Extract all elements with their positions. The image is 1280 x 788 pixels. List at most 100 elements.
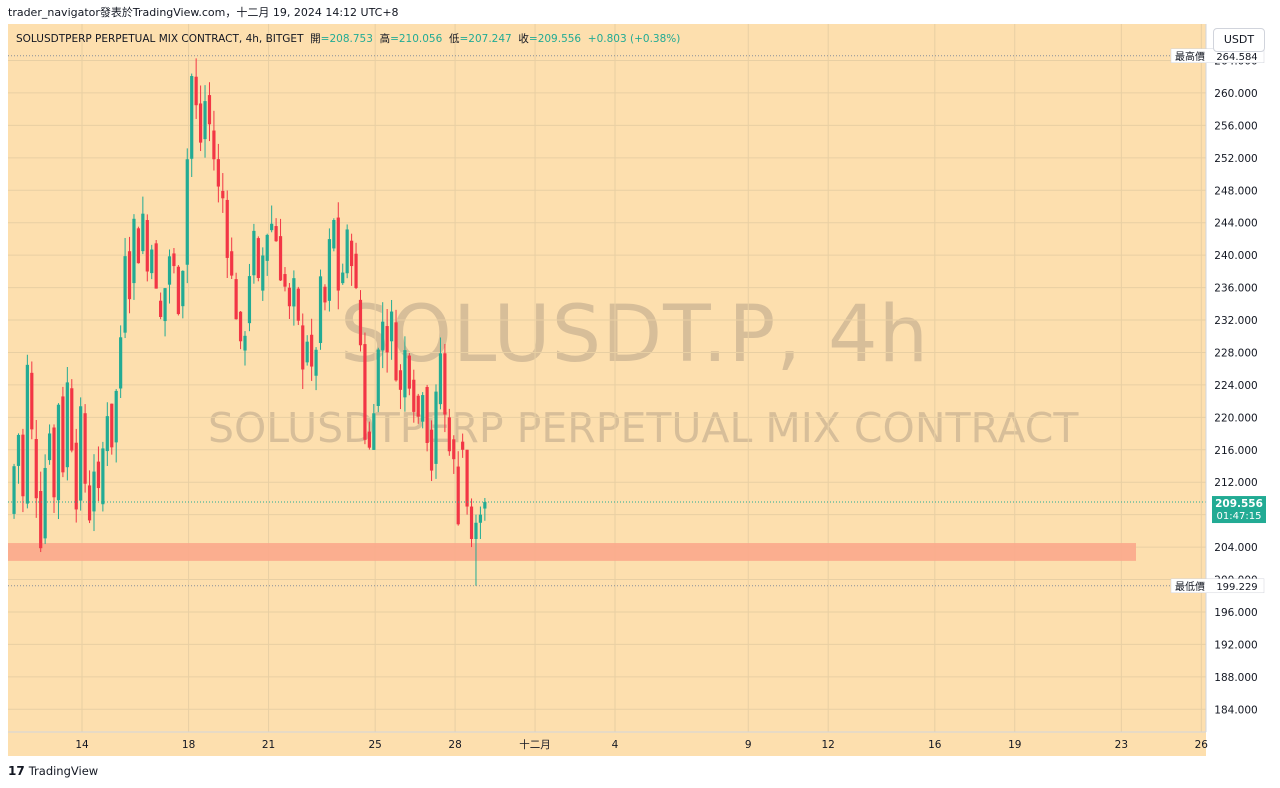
legend-high: =210.056 <box>390 33 443 45</box>
candle-body <box>141 213 145 252</box>
candle-body <box>327 239 332 301</box>
watermark-description: SOLUSDTPERP PERPETUAL MIX CONTRACT <box>208 404 1079 452</box>
candle-body <box>167 256 172 285</box>
candle-body <box>145 220 149 272</box>
candle-body <box>469 506 474 539</box>
candle-body <box>110 403 114 448</box>
x-tick-label: 21 <box>262 739 275 751</box>
candle-body <box>478 514 483 523</box>
candle-body <box>323 286 327 303</box>
y-tick-label: 188.000 <box>1214 672 1257 684</box>
footer-brand: 17 TradingView <box>8 764 98 778</box>
y-tick-label: 240.000 <box>1214 250 1257 262</box>
candle-body <box>176 266 180 315</box>
legend-low-label: 低 <box>448 33 460 45</box>
x-tick-label: 4 <box>612 739 619 751</box>
candle-body <box>114 390 118 443</box>
candle-body <box>16 434 21 466</box>
legend-high-label: 高 <box>379 33 391 45</box>
candle-body <box>39 491 43 549</box>
candle-body <box>119 337 123 389</box>
candle-body <box>465 449 469 507</box>
candle-body <box>367 431 371 448</box>
candle-body <box>243 335 247 351</box>
candle-body <box>385 326 389 353</box>
currency-button[interactable]: USDT <box>1213 28 1265 52</box>
y-tick-label: 204.000 <box>1214 542 1257 554</box>
candle-body <box>238 311 243 342</box>
candle-body <box>443 353 447 415</box>
candle-body <box>198 103 203 143</box>
plot-area[interactable] <box>8 24 1206 756</box>
candle-body <box>314 349 318 376</box>
candle-body <box>83 413 87 484</box>
candle-body <box>421 395 425 422</box>
x-tick-label: 12 <box>822 739 835 751</box>
candle-body <box>225 199 229 258</box>
watermark-symbol: SOLUSDT.P, 4h <box>340 290 930 380</box>
candle-body <box>212 130 216 160</box>
candle-body <box>341 272 345 284</box>
candle-body <box>483 502 487 509</box>
candle-body <box>105 416 109 452</box>
candle-body <box>221 190 225 199</box>
candle-body <box>203 101 207 140</box>
candle-body <box>25 364 29 504</box>
candle-body <box>123 256 127 333</box>
candle-body <box>234 279 238 320</box>
y-tick-label: 232.000 <box>1214 315 1257 327</box>
candle-body <box>363 344 367 440</box>
last-price-badge <box>1212 496 1266 524</box>
candle-body <box>56 404 61 501</box>
y-tick-label: 196.000 <box>1214 607 1257 619</box>
candle-body <box>318 276 323 344</box>
candle-body <box>127 251 132 300</box>
candle-body <box>381 321 385 351</box>
legend-open: =208.753 <box>320 33 373 45</box>
legend-open-label: 開 <box>310 33 321 45</box>
y-tick-label: 260.000 <box>1214 88 1257 100</box>
candle-body <box>87 485 92 521</box>
candle-body <box>429 429 434 471</box>
x-tick-label: 9 <box>745 739 752 751</box>
lowest-price-label: 最低價 <box>1175 580 1205 593</box>
candle-body <box>194 76 198 106</box>
candle-body <box>132 218 136 284</box>
y-tick-label: 244.000 <box>1214 218 1257 230</box>
x-tick-label: 26 <box>1195 739 1209 751</box>
candle-body <box>412 379 416 412</box>
candle-body <box>407 355 411 389</box>
candle-body <box>61 396 65 473</box>
candle-body <box>394 322 398 381</box>
candle-body <box>65 382 69 468</box>
brand-name: TradingView <box>28 764 99 778</box>
highest-price-label: 最高價 <box>1175 50 1205 63</box>
candle-body <box>150 249 154 274</box>
x-tick-label: 16 <box>928 739 942 751</box>
candle-body <box>278 236 283 281</box>
candle-body <box>447 417 451 452</box>
candle-body <box>43 467 47 539</box>
candle-body <box>12 466 16 514</box>
candle-body <box>310 334 314 367</box>
candle-body <box>301 325 305 370</box>
chart-legend: SOLUSDTPERP PERPETUAL MIX CONTRACT, 4h, … <box>16 31 680 46</box>
legend-close-label: 收 <box>518 33 529 45</box>
candle-body <box>21 434 25 497</box>
x-tick-label: 18 <box>182 739 195 751</box>
y-tick-label: 212.000 <box>1214 477 1257 489</box>
x-tick-label: 23 <box>1115 739 1128 751</box>
candle-body <box>216 159 220 187</box>
candle-body <box>354 253 358 289</box>
candle-body <box>416 395 420 417</box>
candle-body <box>79 406 83 501</box>
y-tick-label: 192.000 <box>1214 639 1257 651</box>
candle-body <box>261 255 265 291</box>
candle-body <box>74 442 78 510</box>
candle-body <box>270 223 274 231</box>
y-tick-label: 216.000 <box>1214 445 1257 457</box>
candle-body <box>332 220 336 249</box>
candle-body <box>461 441 465 450</box>
candle-body <box>181 270 185 307</box>
